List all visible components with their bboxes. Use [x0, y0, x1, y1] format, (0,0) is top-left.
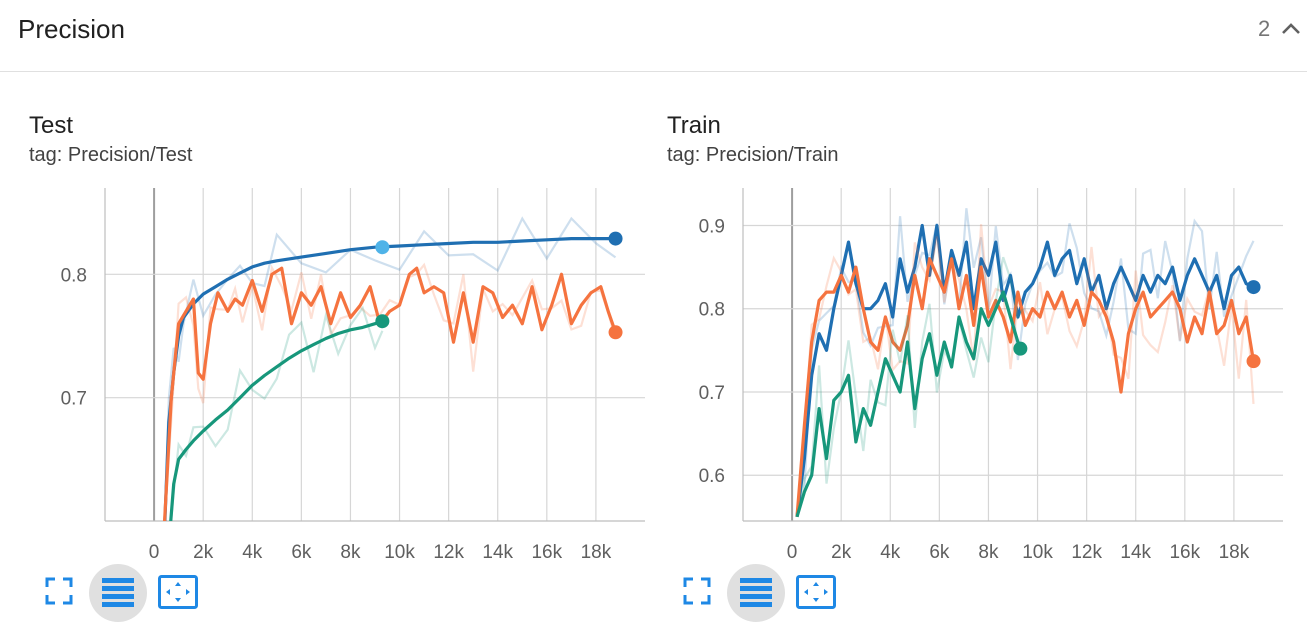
- x-tick-label: 10k: [1022, 542, 1053, 563]
- toggle-lines-button[interactable]: [727, 564, 785, 622]
- x-tick-label: 12k: [433, 542, 464, 563]
- chart-tag: tag: Precision/Test: [29, 144, 193, 166]
- x-tick-label: 12k: [1071, 542, 1102, 563]
- grid: [105, 188, 645, 521]
- fullscreen-button[interactable]: [682, 576, 712, 606]
- x-tick-label: 0: [149, 542, 160, 563]
- series-raw-line: [795, 208, 1255, 518]
- series-end-marker[interactable]: [608, 325, 623, 340]
- chart-card-train: Train tag: Precision/Train 0 2k 4k 6k 8k 10k 1…: [638, 100, 1283, 630]
- chart-title: Test: [29, 112, 74, 139]
- chart-title: Train: [667, 112, 721, 139]
- chart-card-test: Test tag: Precision/Test 0 2k 4k 6k 8k 10k 12k…: [0, 100, 645, 630]
- section-title: Precision: [18, 14, 125, 44]
- x-tick-label: 8k: [978, 542, 999, 563]
- chevron-up-icon[interactable]: [1280, 18, 1302, 40]
- fullscreen-icon: [683, 577, 711, 605]
- chart-plot[interactable]: 0 2k 4k 6k 8k 10k 12k 14k 16k 18k 0.7 0.8: [0, 100, 645, 630]
- chart-tag: tag: Precision/Train: [667, 144, 839, 166]
- chart-plot[interactable]: 0 2k 4k 6k 8k 10k 12k 14k 16k 18k 0.6 0.7 0.8 0.9: [638, 100, 1283, 630]
- x-tick-label: 4k: [880, 542, 901, 563]
- series-end-marker[interactable]: [1013, 341, 1028, 356]
- fit-domain-icon: [158, 575, 198, 609]
- x-tick-label: 2k: [831, 542, 852, 563]
- series-line[interactable]: [795, 257, 1256, 517]
- series-end-marker[interactable]: [375, 240, 390, 255]
- x-tick-label: 2k: [193, 542, 214, 563]
- series-line[interactable]: [795, 290, 1025, 518]
- x-tick-label: 14k: [1120, 542, 1151, 563]
- y-tick-label: 0.7: [61, 389, 87, 410]
- x-tick-label: 6k: [291, 542, 312, 563]
- toggle-lines-button[interactable]: [89, 564, 147, 622]
- fit-domain-icon: [796, 575, 836, 609]
- y-tick-label: 0.7: [699, 383, 725, 404]
- lines-icon: [740, 578, 772, 607]
- chart-count: 2: [1258, 16, 1271, 41]
- series-end-marker[interactable]: [608, 231, 623, 246]
- x-tick-label: 18k: [581, 542, 612, 563]
- series-end-marker[interactable]: [1246, 280, 1261, 295]
- series-line[interactable]: [169, 319, 383, 546]
- series-end-marker[interactable]: [375, 314, 390, 329]
- x-tick-label: 8k: [340, 542, 361, 563]
- y-tick-label: 0.6: [699, 466, 725, 487]
- section-header: Precision 2: [0, 0, 1307, 72]
- x-tick-label: 0: [787, 542, 798, 563]
- fullscreen-icon: [45, 577, 73, 605]
- y-tick-label: 0.9: [699, 216, 725, 237]
- series-line[interactable]: [163, 237, 616, 546]
- x-tick-label: 4k: [242, 542, 263, 563]
- x-tick-label: 6k: [929, 542, 950, 563]
- x-tick-label: 18k: [1219, 542, 1250, 563]
- series-raw-line: [163, 262, 617, 521]
- series-line[interactable]: [795, 223, 1255, 518]
- series-raw-line: [163, 216, 617, 521]
- series-raw-line: [795, 224, 1255, 517]
- fit-domain-button[interactable]: [796, 575, 836, 609]
- fit-domain-button[interactable]: [158, 575, 198, 609]
- y-tick-label: 0.8: [699, 300, 725, 321]
- lines-icon: [102, 578, 134, 607]
- x-tick-label: 10k: [384, 542, 415, 563]
- x-tick-label: 16k: [1169, 542, 1200, 563]
- x-tick-label: 14k: [482, 542, 513, 563]
- series-end-marker[interactable]: [1246, 354, 1261, 369]
- x-tick-label: 16k: [531, 542, 562, 563]
- fullscreen-button[interactable]: [44, 576, 74, 606]
- y-tick-label: 0.8: [61, 265, 87, 286]
